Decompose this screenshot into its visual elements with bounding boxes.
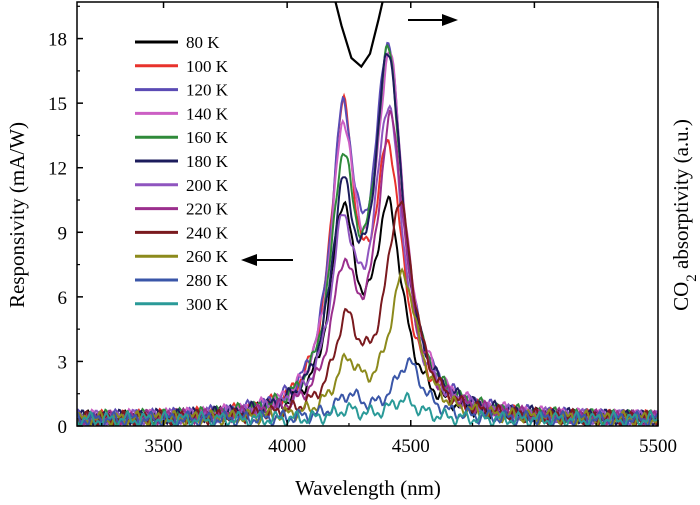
y2-axis-title-sub: 2	[684, 274, 700, 282]
legend-label: 80 K	[186, 33, 220, 52]
x-tick-label: 3500	[145, 436, 183, 457]
legend-label: 260 K	[186, 247, 229, 266]
series-line	[77, 356, 658, 426]
legend-label: 120 K	[186, 81, 229, 100]
series-line	[77, 200, 658, 426]
y-tick-label: 6	[58, 288, 68, 309]
x-tick-label: 5000	[515, 436, 553, 457]
legend: 80 K 100 K 120 K 140 K 160 K 180 K 200 K 220 K 2…	[135, 33, 229, 314]
x-tick-label: 5500	[639, 436, 677, 457]
x-tick-label: 4500	[392, 436, 430, 457]
y-axis-title: Responsivity (mA/W)	[5, 122, 29, 308]
y-tick-label: 0	[58, 417, 68, 438]
y-tick-label: 18	[48, 30, 67, 51]
legend-label: 300 K	[186, 295, 229, 314]
series-line	[77, 267, 658, 426]
legend-label: 240 K	[186, 223, 229, 242]
legend-label: 280 K	[186, 271, 229, 290]
x-tick-label: 4000	[268, 436, 306, 457]
co2-absorption-line	[334, 2, 384, 69]
legend-label: 140 K	[186, 104, 229, 123]
left-arrow	[241, 254, 293, 266]
legend-label: 160 K	[186, 128, 229, 147]
legend-label: 200 K	[186, 176, 229, 195]
y-tick-label: 15	[48, 94, 67, 115]
y-tick-label: 3	[58, 352, 68, 373]
legend-label: 220 K	[186, 200, 229, 219]
series-line	[77, 391, 658, 426]
legend-label: 180 K	[186, 152, 229, 171]
y-tick-label: 9	[58, 223, 68, 244]
y2-axis-title-post: absorptivity (a.u.)	[669, 119, 693, 274]
series-curves	[77, 2, 658, 426]
axis-ticks: 3500 4000 4500 5000 5500 0 3 6 9 12 15 18	[48, 2, 677, 457]
series-line	[77, 43, 658, 426]
y-tick-label: 12	[48, 159, 67, 180]
right-arrow	[408, 14, 458, 26]
y2-axis-title: CO2 absorptivity (a.u.)	[669, 119, 700, 311]
legend-label: 100 K	[186, 57, 229, 76]
plot-frame	[76, 1, 659, 427]
x-axis-title: Wavelength (nm)	[295, 476, 441, 500]
series-line	[77, 41, 658, 426]
y2-axis-title-pre: CO	[669, 282, 693, 311]
